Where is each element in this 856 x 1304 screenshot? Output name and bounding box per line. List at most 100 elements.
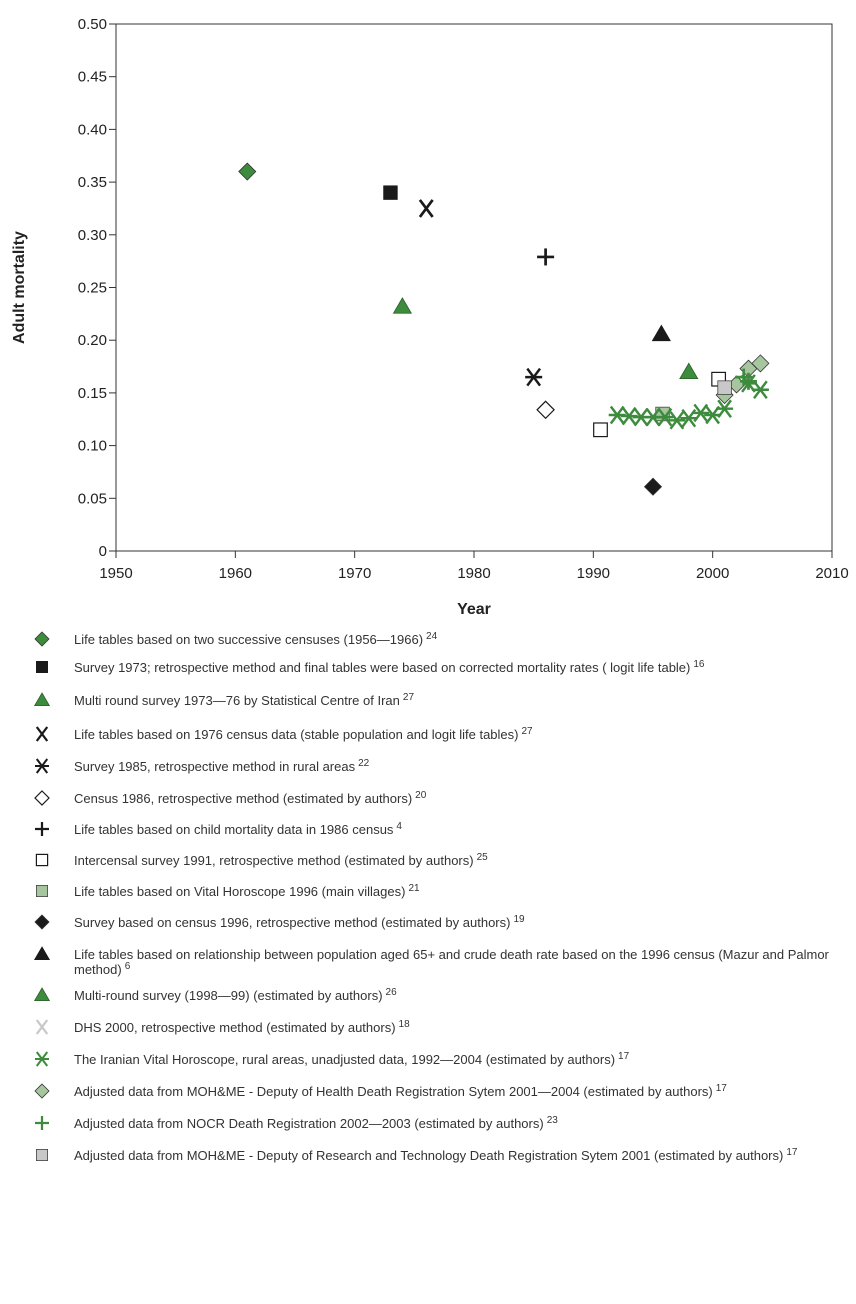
y-axis-label: Adult mortality — [11, 231, 28, 344]
legend-label-text: Survey 1973; retrospective method and fi… — [74, 660, 691, 675]
x-tick-label: 1950 — [99, 565, 132, 582]
legend-label-text: Life tables based on child mortality dat… — [74, 822, 394, 837]
y-tick-label: 0.50 — [78, 16, 107, 33]
data-point — [679, 362, 699, 380]
legend-label-text: Adjusted data from NOCR Death Registrati… — [74, 1116, 544, 1131]
legend-reference-number: 23 — [546, 1115, 558, 1126]
y-tick-label: 0.20 — [78, 332, 107, 349]
data-point — [717, 380, 732, 395]
x-axis-label: Year — [457, 601, 491, 618]
legend-marker — [35, 853, 49, 867]
legend-reference-number: 19 — [513, 914, 525, 925]
legend-label-text: The Iranian Vital Horoscope, rural areas… — [74, 1052, 616, 1067]
legend-label-text: Multi-round survey (1998—99) (estimated … — [74, 988, 383, 1003]
data-point — [716, 399, 734, 418]
legend-label-text: Survey 1985, retrospective method in rur… — [74, 759, 356, 774]
legend-label-text: Life tables based on relationship betwee… — [74, 947, 829, 977]
legend-label-text: Adjusted data from MOH&ME - Deputy of He… — [74, 1084, 713, 1099]
legend-marker — [36, 1149, 48, 1161]
legend-reference-number: 21 — [408, 883, 420, 894]
legend-reference-number: 6 — [124, 961, 131, 972]
data-point — [238, 162, 257, 181]
y-tick-label: 0.05 — [78, 490, 107, 507]
legend-marker — [33, 987, 51, 1001]
data-point — [751, 380, 769, 399]
x-tick-label: 1970 — [338, 565, 371, 582]
legend-reference-number: 20 — [415, 790, 427, 801]
legend-reference-number: 4 — [396, 821, 402, 832]
legend-marker-icon — [35, 726, 49, 742]
legend-label: Adjusted data from MOH&ME - Deputy of He… — [74, 1083, 850, 1100]
data-point — [651, 324, 671, 342]
legend-marker — [36, 885, 48, 897]
legend-label: Life tables based on relationship betwee… — [74, 947, 850, 977]
legend-marker — [35, 1051, 49, 1067]
legend-label: Life tables based on child mortality dat… — [74, 821, 850, 838]
legend-marker-icon — [33, 946, 51, 960]
x-tick-label: 2000 — [696, 565, 729, 582]
legend-reference-number: 16 — [693, 659, 705, 670]
data-point — [392, 297, 413, 314]
x-tick-label: 1980 — [457, 565, 490, 582]
x-tick-label: 1990 — [577, 565, 610, 582]
legend-label-text: Life tables based on two successive cens… — [74, 632, 424, 647]
legend-reference-number: 26 — [385, 987, 397, 998]
legend-reference-number: 17 — [786, 1147, 798, 1158]
legend-marker — [35, 726, 49, 742]
legend-label: Adjusted data from MOH&ME - Deputy of Re… — [74, 1147, 850, 1164]
legend-marker-icon — [35, 822, 49, 836]
legend-label-text: Life tables based on 1976 census data (s… — [74, 727, 519, 742]
legend-reference-number: 17 — [618, 1051, 630, 1062]
legend-marker — [35, 822, 49, 836]
legend-label-text: DHS 2000, retrospective method (estimate… — [74, 1020, 396, 1035]
legend-marker-icon — [35, 1116, 49, 1130]
legend-reference-number: 17 — [715, 1083, 727, 1094]
legend-marker-icon — [36, 885, 48, 897]
x-tick-label: 1960 — [219, 565, 252, 582]
legend-label: DHS 2000, retrospective method (estimate… — [74, 1019, 850, 1036]
x-tick-label: 2010 — [815, 565, 848, 582]
data-point — [525, 367, 543, 387]
legend-label-text: Adjusted data from MOH&ME - Deputy of Re… — [74, 1148, 784, 1163]
data-point — [692, 403, 710, 423]
legend-marker — [34, 914, 50, 930]
legend-marker — [34, 790, 50, 806]
legend-label-text: Intercensal survey 1991, retrospective m… — [74, 853, 474, 868]
scatter-chart: 0 0.05 0.10 0.15 0.20 0.25 0.30 0.35 0.40 0.45 0.5… — [11, 16, 849, 618]
data-point — [383, 185, 398, 200]
legend-marker-icon — [35, 758, 49, 774]
legend-reference-number: 22 — [358, 758, 370, 769]
data-point — [593, 422, 608, 438]
legend-marker — [35, 758, 49, 774]
data-point — [656, 407, 674, 427]
legend-reference-number: 18 — [398, 1019, 410, 1030]
y-tick-label: 0.10 — [78, 438, 107, 455]
legend-label: Census 1986, retrospective method (estim… — [74, 790, 850, 807]
legend-label-text: Survey based on census 1996, retrospecti… — [74, 915, 511, 930]
legend-label: Multi round survey 1973—76 by Statistica… — [74, 693, 850, 709]
legend-label: Adjusted data from NOCR Death Registrati… — [74, 1115, 850, 1132]
legend-label: Survey based on census 1996, retrospecti… — [74, 914, 850, 931]
legend-marker-icon — [35, 853, 49, 867]
y-tick-label: 0.30 — [78, 227, 107, 244]
y-tick-label: 0 — [99, 543, 107, 560]
legend-marker-icon — [36, 661, 48, 673]
legend-label-text: Life tables based on Vital Horoscope 199… — [74, 884, 406, 899]
legend-label-text: Multi round survey 1973—76 by Statistica… — [74, 693, 400, 708]
legend-marker-icon — [36, 1149, 48, 1161]
y-tick-label: 0.35 — [78, 174, 107, 191]
legend-marker-icon — [33, 987, 51, 1001]
data-point — [418, 199, 434, 218]
legend-marker-icon — [33, 692, 51, 706]
legend-marker-icon — [35, 1019, 49, 1035]
legend-marker — [33, 692, 51, 706]
legend-marker — [35, 1116, 49, 1130]
legend-label: Life tables based on 1976 census data (s… — [74, 726, 850, 743]
y-tick-label: 0.40 — [78, 121, 107, 138]
legend-marker-icon — [34, 914, 50, 930]
legend-reference-number: 27 — [521, 726, 533, 737]
legend-marker — [34, 631, 50, 647]
data-point — [536, 400, 555, 420]
legend-label: Life tables based on Vital Horoscope 199… — [74, 883, 850, 900]
data-point — [643, 477, 663, 496]
